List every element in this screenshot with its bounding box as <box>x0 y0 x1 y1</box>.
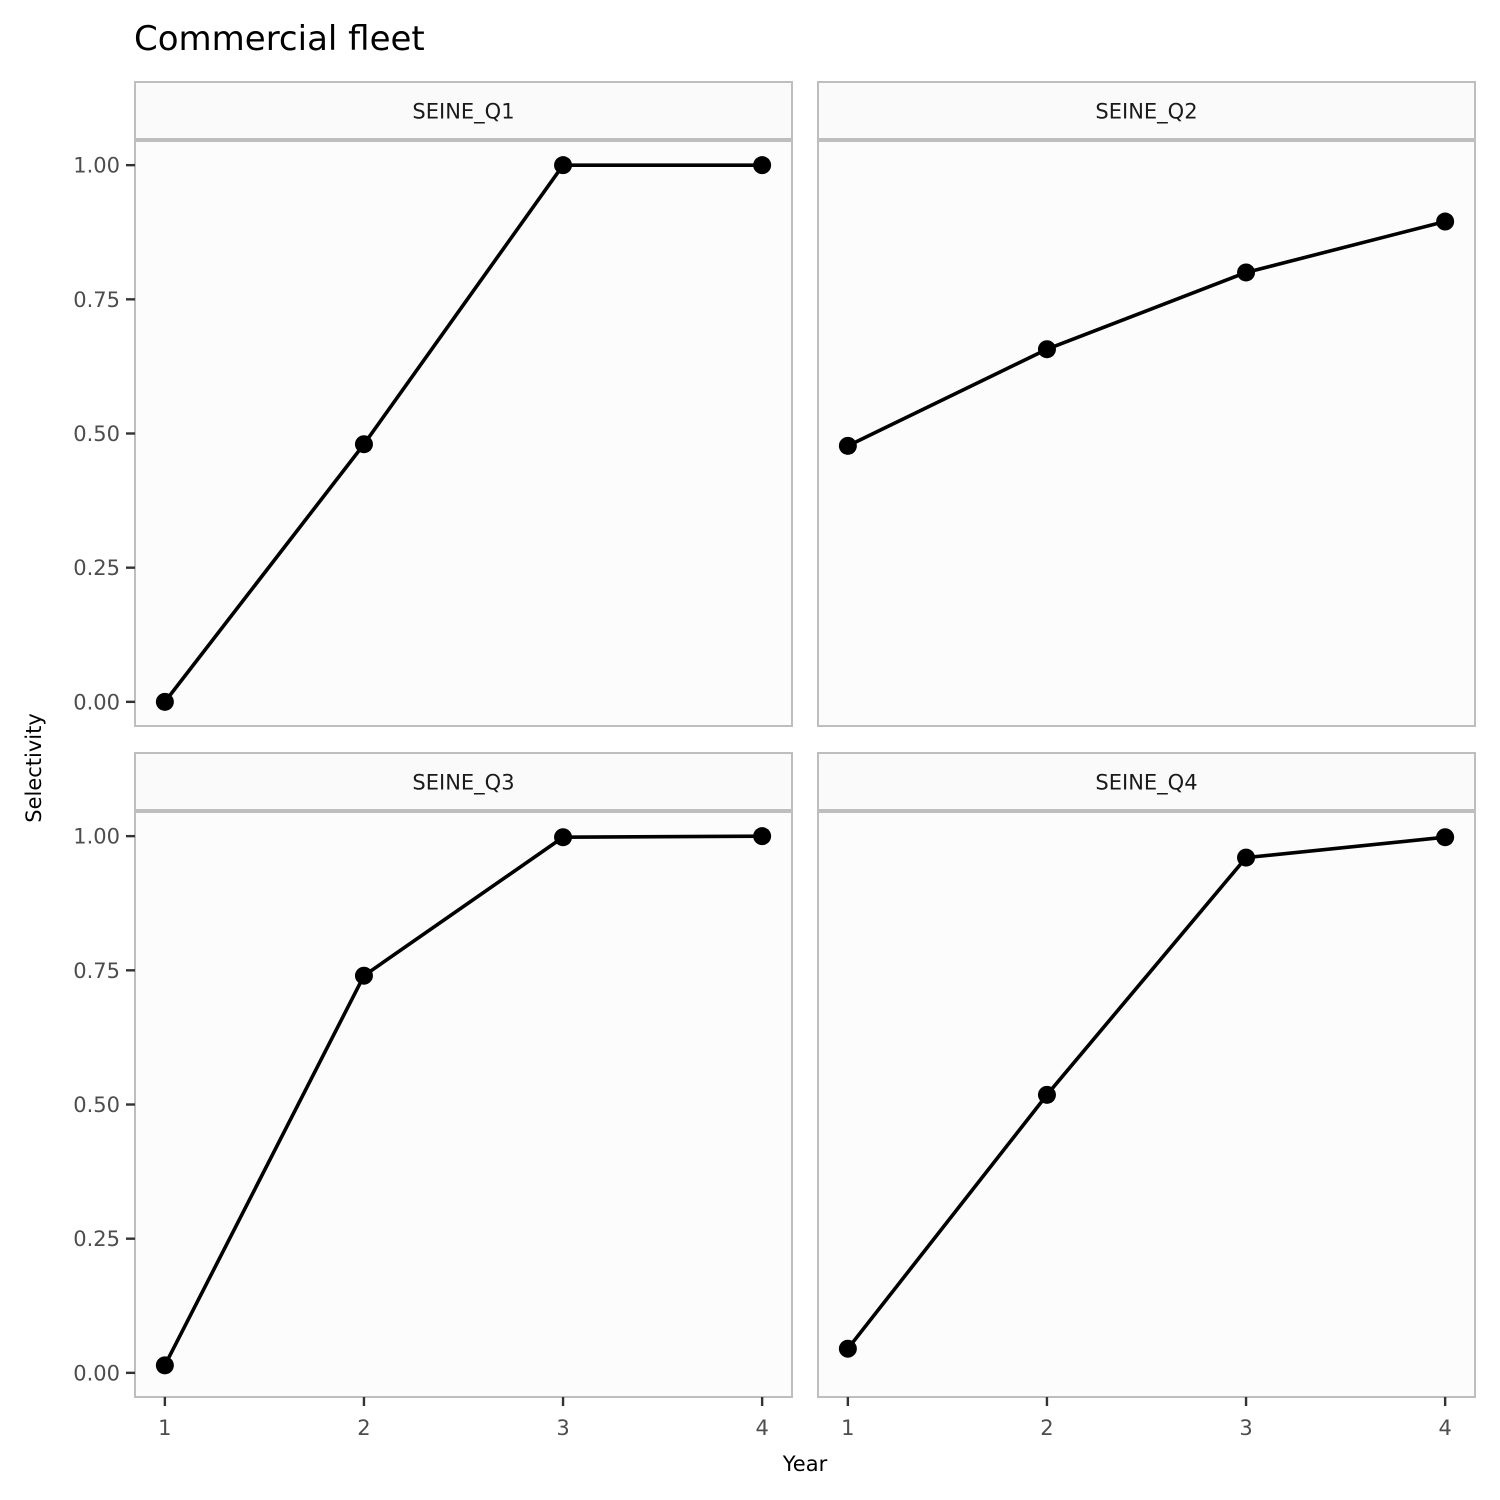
chart-title: Commercial fleet <box>134 19 425 59</box>
y-tick-label: 0.75 <box>73 959 120 983</box>
data-point <box>753 827 772 846</box>
data-point <box>155 692 174 711</box>
facet-panel-4: SEINE_Q4 1 2 3 4 <box>817 752 1476 1440</box>
data-point <box>1037 1085 1056 1104</box>
x-axis-title: Year <box>782 1452 828 1476</box>
panel-background <box>134 811 793 1398</box>
x-tick-label: 2 <box>1040 1416 1053 1440</box>
data-point <box>1037 340 1056 359</box>
y-tick-label: 0.50 <box>73 1093 120 1117</box>
facet-strip-label: SEINE_Q1 <box>412 100 514 125</box>
facet-strip-label: SEINE_Q4 <box>1095 771 1197 796</box>
facet-strip <box>134 752 793 811</box>
data-point <box>1237 263 1256 282</box>
data-point <box>354 435 373 454</box>
x-tick-label: 1 <box>158 1416 171 1440</box>
x-tick-label: 2 <box>357 1416 370 1440</box>
x-tick-label: 1 <box>841 1416 854 1440</box>
y-tick-label: 0.00 <box>73 1361 120 1385</box>
data-point <box>1436 828 1455 847</box>
x-tick-label: 3 <box>1239 1416 1252 1440</box>
y-tick-label: 0.50 <box>73 422 120 446</box>
y-tick-label: 0.00 <box>73 690 120 714</box>
facet-strip-label: SEINE_Q3 <box>412 771 514 796</box>
data-point <box>1237 848 1256 867</box>
y-tick-label: 1.00 <box>73 825 120 849</box>
facet-panel-1: SEINE_Q1 0.00 0.25 0.50 0.75 1.00 <box>73 81 793 727</box>
facet-strip <box>134 81 793 140</box>
data-point <box>753 156 772 175</box>
series-line <box>847 219 1446 448</box>
facet-panels: SEINE_Q1 0.00 0.25 0.50 0.75 1.00 SEINE_Q2 SEIN… <box>73 81 1476 1440</box>
series-line <box>163 163 763 703</box>
data-point <box>155 1356 174 1375</box>
data-point <box>838 436 857 455</box>
x-tick-label: 4 <box>755 1416 768 1440</box>
data-point <box>554 828 573 847</box>
y-axis-title: Selectivity <box>22 713 46 823</box>
panel-background <box>817 140 1476 727</box>
data-point <box>1436 212 1455 231</box>
y-tick-label: 0.25 <box>73 556 120 580</box>
series-line <box>163 834 763 1367</box>
y-tick-label: 0.25 <box>73 1227 120 1251</box>
panel-background <box>134 140 793 727</box>
panel-background <box>817 811 1476 1398</box>
facet-panel-3: SEINE_Q3 0.00 0.25 0.50 0.75 1.00 1 2 3 4 <box>73 752 793 1440</box>
series-line <box>846 835 1446 1350</box>
facet-strip <box>817 81 1476 140</box>
x-tick-label: 3 <box>556 1416 569 1440</box>
facet-panel-2: SEINE_Q2 <box>817 81 1476 727</box>
x-tick-label: 4 <box>1438 1416 1451 1440</box>
facet-strip <box>817 752 1476 811</box>
data-point <box>354 966 373 985</box>
data-point <box>554 156 573 175</box>
facet-strip-label: SEINE_Q2 <box>1095 100 1197 125</box>
data-point <box>838 1339 857 1358</box>
y-tick-label: 0.75 <box>73 288 120 312</box>
y-tick-label: 1.00 <box>73 154 120 178</box>
